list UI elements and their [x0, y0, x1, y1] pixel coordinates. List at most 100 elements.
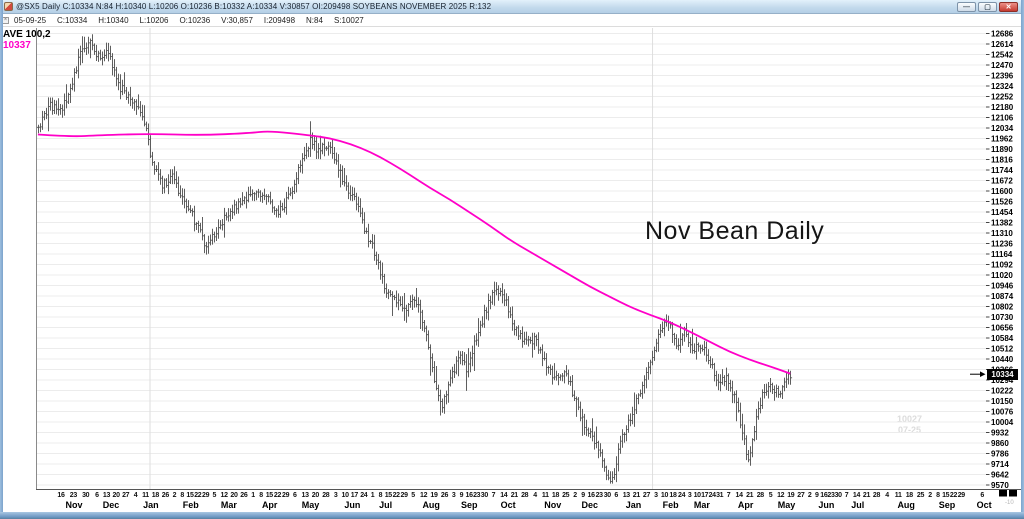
minimize-icon: —: [963, 4, 970, 11]
window-left-border: [0, 0, 3, 519]
x-axis-day-label: 28: [757, 492, 765, 499]
x-axis-day-label: 12: [420, 492, 428, 499]
corner-mark-square[interactable]: [1009, 490, 1017, 497]
x-axis-day-label: 30: [82, 492, 90, 499]
y-axis-label: 9642: [991, 471, 1009, 480]
x-axis-day-label: 8: [379, 492, 383, 499]
quote-field: V:30,857: [221, 15, 253, 25]
x-axis-day-label: 24: [360, 492, 368, 499]
x-axis-day-label: 6: [293, 492, 297, 499]
x-axis-day-label: 7: [492, 492, 496, 499]
x-axis-month-label: Nov: [65, 500, 82, 510]
x-axis-day-label: 29: [202, 492, 210, 499]
ma-study-label: AVE 100,2: [3, 29, 51, 40]
x-axis-day-label: 19: [430, 492, 438, 499]
y-axis-label: 10802: [991, 303, 1014, 312]
x-axis-day-label: 6: [614, 492, 618, 499]
x-axis-month-label: Nov: [544, 500, 561, 510]
y-axis-label: 11164: [991, 250, 1013, 259]
x-axis-day-label: 17: [701, 492, 709, 499]
x-axis-day-label: 16: [466, 492, 474, 499]
x-axis-day-label: 13: [103, 492, 111, 499]
window-controls: — ▢ ✕: [957, 2, 1018, 12]
x-axis-day-label: 26: [441, 492, 449, 499]
x-axis-month-label: Sep: [939, 500, 956, 510]
y-axis-label: 11236: [991, 240, 1013, 249]
close-button[interactable]: ✕: [999, 2, 1018, 12]
minimize-button[interactable]: —: [957, 2, 976, 12]
x-axis-day-label: 29: [282, 492, 290, 499]
x-axis-day-label: 2: [808, 492, 812, 499]
x-axis-day-label: 23: [827, 492, 835, 499]
y-axis-label: 10294: [991, 376, 1014, 385]
y-axis-label: 10584: [991, 334, 1014, 343]
x-axis-month-label: Feb: [663, 500, 680, 510]
y-axis-label: 10874: [991, 292, 1014, 301]
y-axis-label: 11020: [991, 271, 1013, 280]
y-axis-label: 9714: [991, 460, 1009, 469]
x-axis-day-label: 22: [274, 492, 282, 499]
x-axis-day-label: 11: [142, 492, 149, 499]
x-axis-day-label: 3: [654, 492, 658, 499]
y-axis-ticks: [986, 33, 990, 486]
moving-average-line: [37, 130, 791, 375]
corner-mark-square[interactable]: [999, 490, 1007, 497]
x-axis-day-label: 20: [230, 492, 238, 499]
x-axis-day-label: 25: [562, 492, 570, 499]
x-axis-month-label: Dec: [582, 500, 599, 510]
x-axis-month-label: Aug: [897, 500, 915, 510]
x-axis-day-label: 22: [194, 492, 202, 499]
collapse-icon[interactable]: ×: [2, 16, 9, 24]
title-bar[interactable]: @SX5 Daily C:10334 N:84 H:10340 L:10206 …: [0, 0, 1024, 14]
x-axis-day-label: 9: [815, 492, 819, 499]
x-axis-day-label: 30: [835, 492, 843, 499]
x-axis-day-label: 5: [769, 492, 773, 499]
x-axis-day-label: 8: [259, 492, 263, 499]
y-axis-label: 12252: [991, 93, 1014, 102]
maximize-button[interactable]: ▢: [978, 2, 997, 12]
x-axis-day-label: 17: [351, 492, 359, 499]
y-axis-label: 10730: [991, 313, 1014, 322]
y-axis-label: 12542: [991, 51, 1014, 60]
x-axis-month-label: Mar: [694, 500, 711, 510]
maximize-icon: ▢: [984, 4, 991, 11]
y-axis-label: 11382: [991, 219, 1013, 228]
x-axis-day-label: 6: [95, 492, 99, 499]
y-axis-label: 12396: [991, 72, 1014, 81]
y-axis-label: 9570: [991, 481, 1009, 490]
y-axis-label: 11816: [991, 156, 1013, 165]
x-axis-month-label: Jul: [379, 500, 392, 510]
x-axis-month-label: Sep: [461, 500, 478, 510]
x-axis-day-label: 14: [853, 492, 861, 499]
chart-annotation: Nov Bean Daily: [645, 217, 825, 245]
x-axis-day-label: 20: [312, 492, 320, 499]
x-axis-day-label: 10: [342, 492, 350, 499]
x-axis-month-label: Mar: [221, 500, 238, 510]
y-axis-label: 10150: [991, 397, 1014, 406]
x-axis-day-label: 27: [643, 492, 651, 499]
x-axis-day-label: 18: [552, 492, 560, 499]
y-axis-label: 10440: [991, 355, 1014, 364]
x-axis-day-label: 21: [863, 492, 871, 499]
x-axis-day-label: 8: [936, 492, 940, 499]
window-bottom-border: [0, 512, 1024, 519]
x-axis-month-label: Dec: [103, 500, 120, 510]
close-icon: ✕: [1005, 4, 1012, 11]
x-axis-month-label: Apr: [262, 500, 278, 510]
price-bar-open-close-ticks: [36, 40, 793, 482]
x-axis-day-label: 11: [542, 492, 549, 499]
x-axis-day-label: 2: [173, 492, 177, 499]
quote-field: N:84: [306, 15, 323, 25]
x-axis-month-label: Oct: [501, 500, 516, 510]
y-axis-label: 10076: [991, 408, 1014, 417]
y-axis-label: 9932: [991, 429, 1009, 438]
y-axis-label: 11744: [991, 166, 1013, 175]
x-axis-day-label: 14: [736, 492, 744, 499]
x-axis-day-label: 3: [452, 492, 456, 499]
y-axis-label: 12686: [991, 30, 1014, 39]
x-axis-day-label: 8: [180, 492, 184, 499]
quote-field: O:10236: [179, 15, 211, 25]
x-axis-day-label: 18: [669, 492, 677, 499]
